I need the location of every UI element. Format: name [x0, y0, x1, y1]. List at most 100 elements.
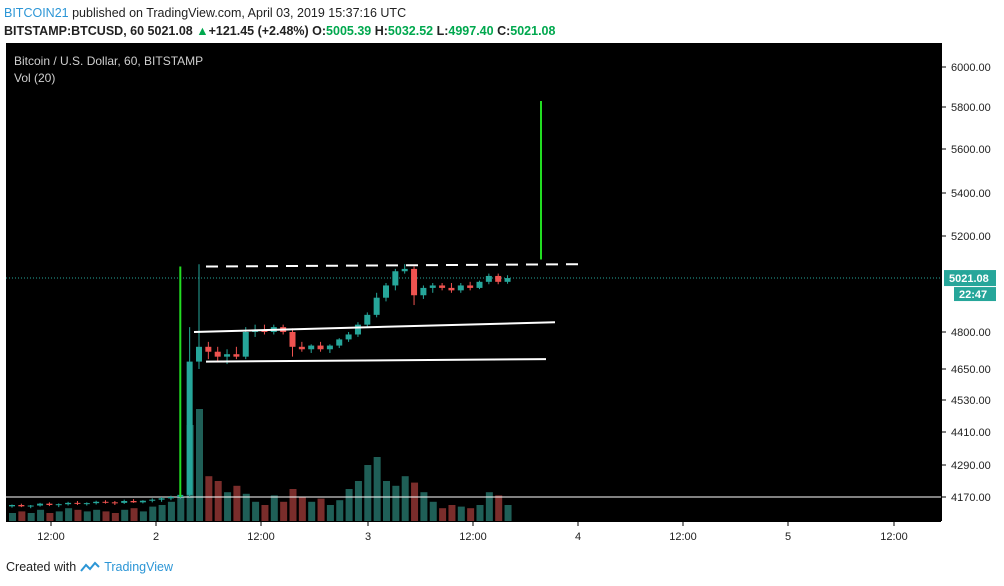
- symbol-label: BITSTAMP:BTCUSD, 60: [4, 24, 145, 38]
- chart-canvas[interactable]: [6, 43, 941, 521]
- footer: Created with TradingView: [6, 560, 173, 574]
- author-link[interactable]: BITCOIN21: [4, 6, 69, 20]
- volume-bar: [261, 505, 269, 521]
- volume-bar: [83, 511, 91, 521]
- candle-body: [336, 339, 343, 346]
- candle-body: [373, 297, 380, 315]
- close-label: C:: [497, 24, 511, 38]
- volume-bar: [457, 506, 465, 521]
- candlestick-chart[interactable]: [6, 43, 941, 521]
- volume-bar: [317, 498, 325, 521]
- price-tick-label: 5800.00: [951, 102, 991, 114]
- candle-body: [317, 345, 324, 350]
- volume-bar: [476, 505, 484, 521]
- candle-body: [308, 345, 315, 350]
- volume-bar: [224, 492, 232, 521]
- tradingview-brand-link[interactable]: TradingView: [104, 560, 173, 574]
- volume-bar: [121, 509, 129, 521]
- price-tick-label: 5600.00: [951, 144, 991, 156]
- volume-bar: [65, 508, 73, 521]
- volume-bar: [46, 513, 54, 521]
- volume-bar: [111, 513, 119, 521]
- volume-bar: [242, 493, 250, 521]
- volume-bar: [27, 513, 35, 521]
- candle-body: [504, 278, 511, 282]
- volume-bar: [9, 513, 16, 521]
- volume-bar: [139, 511, 147, 521]
- last-price: 5021.08: [147, 24, 193, 38]
- volume-bar: [326, 505, 334, 521]
- volume-bar: [55, 511, 63, 521]
- candle-body: [27, 505, 34, 507]
- candle-body: [242, 332, 249, 357]
- volume-bar: [420, 492, 428, 521]
- chart-legend: Bitcoin / U.S. Dollar, 60, BITSTAMP Vol …: [14, 53, 203, 87]
- ohlc-line: BITSTAMP:BTCUSD, 60 5021.08 ▲+121.45 (+2…: [4, 22, 555, 40]
- trend-line: [193, 321, 556, 333]
- candle-body: [55, 504, 62, 506]
- time-axis[interactable]: 12:00 2 12:00 3 12:00 4 12:00 5 12:00: [6, 521, 941, 549]
- open-label: O:: [312, 24, 327, 38]
- volume-bar: [308, 501, 316, 521]
- price-tick-label: 4530.00: [951, 395, 991, 407]
- open-value: 5005.39: [326, 24, 372, 38]
- candle-body: [18, 505, 25, 507]
- volume-bar: [214, 481, 222, 521]
- up-arrow-icon: ▲: [196, 24, 209, 38]
- volume-bar: [392, 485, 400, 521]
- volume-bar: [429, 501, 437, 521]
- volume-bar: [158, 505, 166, 521]
- volume-bar: [280, 501, 288, 521]
- volume-bar: [196, 409, 203, 521]
- volume-bar: [336, 500, 344, 521]
- price-axis-labels: 6000.00 5800.00 5600.00 5400.00 5200.00 4800.…: [942, 62, 996, 504]
- candle-body: [401, 268, 408, 272]
- time-axis-labels: 12:00 2 12:00 3 12:00 4 12:00 5 12:00: [37, 522, 908, 543]
- volume-bar: [177, 497, 185, 521]
- price-axis[interactable]: 6000.00 5800.00 5600.00 5400.00 5200.00 4800.…: [941, 43, 998, 521]
- candle-body: [93, 501, 100, 504]
- last-price-badge-label: 5021.08: [949, 273, 989, 285]
- candle-body: [214, 351, 221, 357]
- trend-line: [205, 358, 547, 363]
- trend-line: [205, 263, 584, 268]
- time-tick-label: 5: [785, 531, 791, 543]
- volume-bar: [373, 457, 381, 521]
- candle-body: [196, 346, 202, 362]
- volume-bar: [401, 476, 409, 521]
- candle-body: [205, 346, 212, 352]
- candle-body: [476, 281, 483, 288]
- time-tick-label: 4: [575, 531, 581, 543]
- volume-bar: [74, 509, 82, 521]
- volume-bar: [467, 508, 475, 521]
- volume-bar: [149, 506, 157, 521]
- candle-body: [186, 361, 193, 495]
- candle-body: [130, 501, 137, 503]
- candle-body: [420, 287, 427, 296]
- volume-bar: [205, 476, 213, 521]
- high-value: 5032.52: [387, 24, 434, 38]
- volume-bar: [354, 481, 362, 521]
- candle-body: [298, 346, 305, 350]
- volume-bar: [298, 497, 306, 521]
- time-tick-label: 12:00: [669, 531, 697, 543]
- volume-bar: [233, 485, 241, 521]
- candle-body: [111, 502, 118, 504]
- candle-body: [233, 354, 240, 357]
- candle-body: [495, 275, 502, 282]
- candle-body: [345, 334, 352, 340]
- time-tick-label: 3: [365, 531, 371, 543]
- high-label: H:: [374, 24, 388, 38]
- volume-bar: [345, 489, 353, 521]
- volume-bar: [102, 511, 110, 521]
- candle-body: [364, 314, 371, 325]
- candle-body: [439, 285, 446, 288]
- price-tick-label: 4410.00: [951, 427, 991, 439]
- created-with-text: Created with: [6, 560, 77, 574]
- candle-body: [121, 501, 128, 503]
- candle-body: [149, 499, 156, 501]
- volume-bar: [252, 501, 260, 521]
- price-tick-label: 4650.00: [951, 364, 991, 376]
- countdown-badge: [954, 287, 996, 302]
- price-tick-label: 4800.00: [951, 327, 991, 339]
